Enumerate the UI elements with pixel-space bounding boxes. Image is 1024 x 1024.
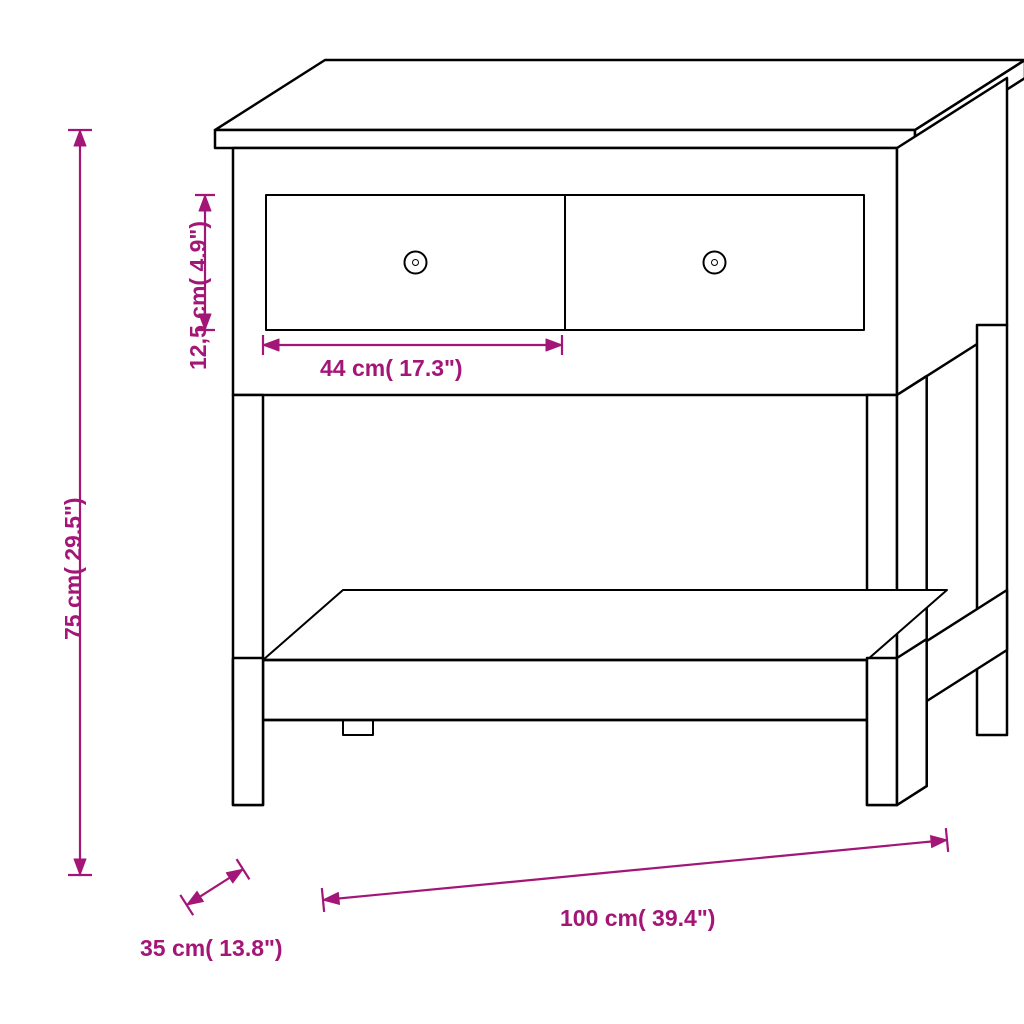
dim-drawer-w-label: 44 cm( 17.3") [320, 355, 463, 382]
dim-drawer-h-label: 12,5 cm( 4.9") [185, 221, 212, 370]
dim-width-label: 100 cm( 39.4") [560, 905, 715, 932]
diagram-stage: { "colors": { "line": "#000000", "dim": … [0, 0, 1024, 1024]
dim-depth-label: 35 cm( 13.8") [140, 935, 283, 962]
dim-height-label: 75 cm( 29.5") [60, 497, 87, 640]
